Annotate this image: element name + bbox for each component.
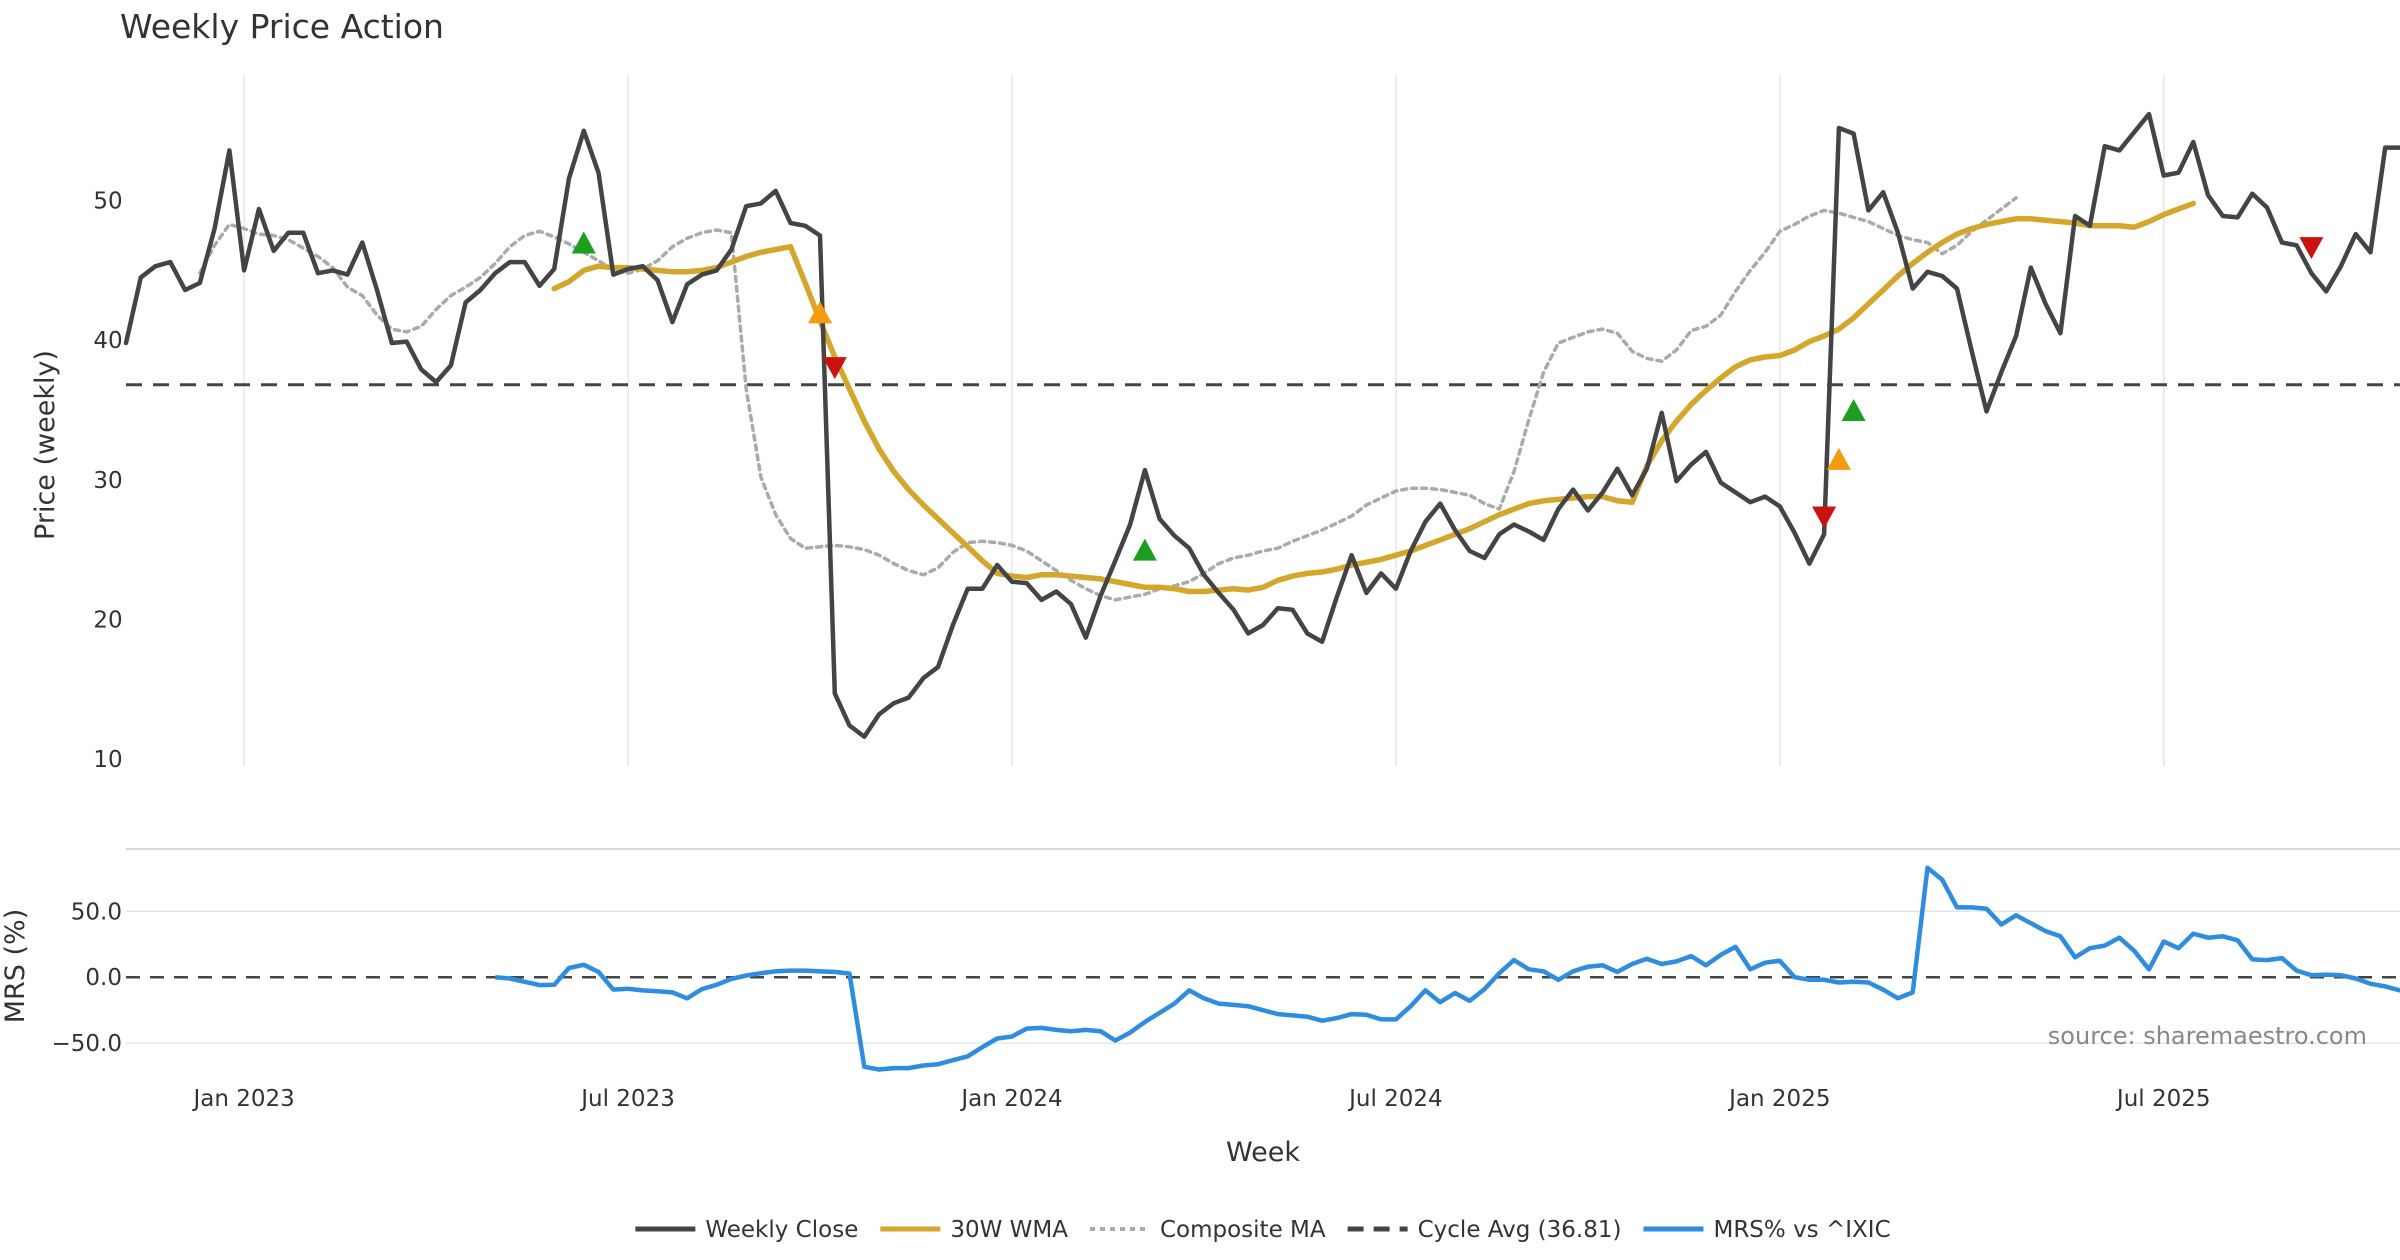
price-panel-grid xyxy=(243,75,2165,766)
x-tick-labels: Jan 2023 Jul 2023 Jan 2024 Jul 2024 Jan 2025… xyxy=(191,1086,2210,1112)
x-tick-jan-2025: Jan 2025 xyxy=(1727,1086,1830,1112)
composite-ma-line xyxy=(198,196,2018,602)
x-tick-jan-2023: Jan 2023 xyxy=(191,1086,294,1112)
x-tick-jul-2025: Jul 2025 xyxy=(2115,1086,2211,1112)
price-y-axis-label: Price (weekly) xyxy=(30,350,61,540)
legend-item-mrs-vs-ixic: MRS% vs ^IXIC xyxy=(1643,1217,1891,1243)
mrs-y-axis-label: MRS (%) xyxy=(0,909,31,1024)
signal-buy-marker xyxy=(571,231,596,254)
legend-label: Weekly Close xyxy=(705,1217,858,1243)
legend-item-30w-wma: 30W WMA xyxy=(880,1217,1068,1243)
mrs-y-ticks: 50.0 0.0 −50.0 xyxy=(52,899,122,1057)
mrs-y-tick-50-0: 50.0 xyxy=(71,899,122,925)
price-y-ticks: 10 20 30 40 50 xyxy=(93,189,122,773)
signal-sell-marker xyxy=(822,357,847,380)
price-y-tick-10: 10 xyxy=(93,747,122,773)
legend-label: 30W WMA xyxy=(950,1217,1068,1243)
weekly-close-line xyxy=(123,111,2400,739)
signal-markers xyxy=(571,231,2324,561)
legend-label: MRS% vs ^IXIC xyxy=(1713,1217,1890,1243)
legend-item-weekly-close: Weekly Close xyxy=(635,1217,858,1243)
mrs-series xyxy=(495,865,2400,1072)
price-y-tick-30: 30 xyxy=(93,468,122,494)
signal-buy-orange-marker xyxy=(808,301,833,324)
price-y-tick-50: 50 xyxy=(93,189,122,215)
price-series xyxy=(123,111,2400,739)
mrs-y-tick-0-0: 0.0 xyxy=(85,965,122,991)
x-tick-jan-2024: Jan 2024 xyxy=(959,1086,1062,1112)
x-axis-label: Week xyxy=(1226,1137,1300,1168)
signal-sell-marker xyxy=(2299,237,2324,260)
mrs-panel-grid xyxy=(126,910,2400,1044)
signal-sell-marker xyxy=(1812,506,1837,529)
legend: Weekly Close 30W WMA Composite MA Cycle Avg… xyxy=(635,1217,1891,1243)
mrs-y-tick-50-0: −50.0 xyxy=(52,1031,122,1057)
x-tick-jul-2024: Jul 2024 xyxy=(1347,1086,1443,1112)
signal-buy-marker xyxy=(1132,538,1157,561)
price-y-tick-40: 40 xyxy=(93,328,122,354)
chart-title: Weekly Price Action xyxy=(120,7,444,46)
legend-label: Cycle Avg (36.81) xyxy=(1418,1217,1622,1243)
legend-item-composite-ma: Composite MA xyxy=(1089,1217,1326,1243)
price-y-tick-20: 20 xyxy=(93,607,122,633)
mrs-line xyxy=(495,865,2400,1072)
x-tick-jul-2023: Jul 2023 xyxy=(579,1086,675,1112)
legend-label: Composite MA xyxy=(1160,1217,1326,1243)
legend-item-cycle-avg-36-81: Cycle Avg (36.81) xyxy=(1347,1217,1622,1243)
30w-wma-line xyxy=(551,200,2197,595)
signal-buy-orange-marker xyxy=(1826,447,1851,470)
signal-buy-marker xyxy=(1841,399,1866,422)
source-annotation: source: sharemaestro.com xyxy=(2048,1022,2367,1050)
